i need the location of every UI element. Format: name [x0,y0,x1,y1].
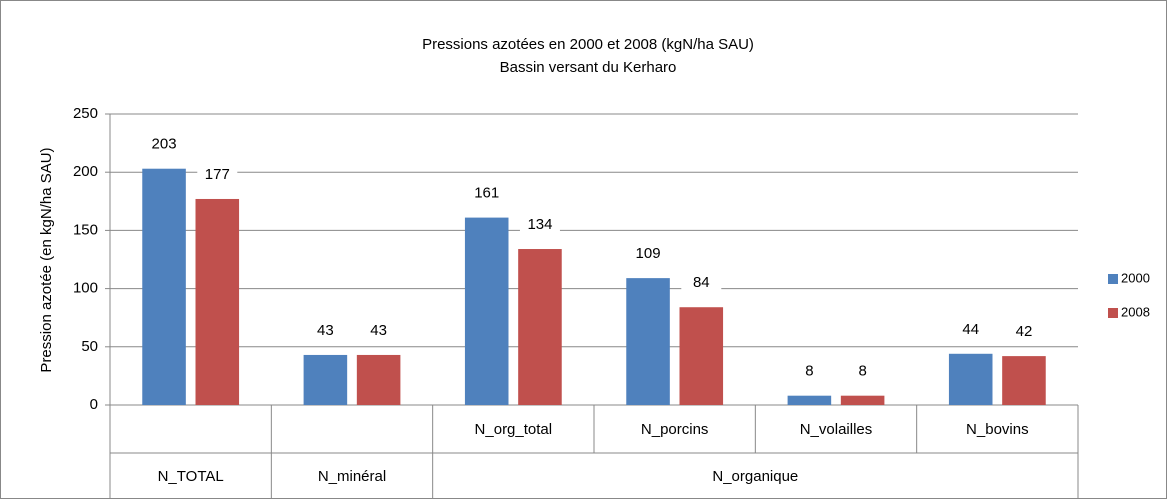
x-tick-label: N_porcins [641,421,709,438]
label-bg [842,361,883,382]
label-bg [681,273,722,294]
x-tick-label: N_TOTAL [158,468,224,485]
y-tick-label: 200 [73,163,98,180]
label-bg [466,183,507,204]
label-bg [789,361,830,382]
data-label: 161 [474,185,499,202]
bar [195,198,240,405]
y-tick-label: 0 [90,396,98,413]
legend-swatch [1108,274,1118,284]
label-bg [519,215,560,236]
chart-subtitle: Bassin versant du Kerharo [500,59,677,76]
bar [1002,356,1046,405]
x-tick-label: N_volailles [800,421,873,438]
x-tick-label: N_minéral [318,468,386,485]
data-label: 203 [152,136,177,153]
bar [356,354,401,405]
bar [142,168,186,405]
legend-label: 2000 [1121,270,1150,285]
bar [840,395,885,405]
label-bg [197,164,238,185]
data-label: 134 [527,216,552,233]
bar [518,249,562,405]
data-label: 109 [636,245,661,262]
chart-title: Pressions azotées en 2000 et 2008 (kgN/h… [422,36,754,53]
label-bg [628,244,669,265]
bar [948,353,993,405]
label-bg [305,320,346,341]
bar [464,217,509,405]
data-label: 43 [370,322,387,339]
x-tick-label: N_bovins [966,421,1029,438]
label-bg [358,320,399,341]
data-label: 84 [693,274,710,291]
label-bg [1003,322,1044,343]
bar [303,354,348,405]
data-label: 177 [205,166,230,183]
y-tick-label: 50 [81,338,98,355]
data-label: 8 [858,363,866,380]
y-axis-label: Pression azotée (en kgN/ha SAU) [38,147,55,372]
bar [787,395,832,405]
legend-swatch [1108,308,1118,318]
data-label: 8 [805,363,813,380]
group-label: N_organique [712,468,798,485]
x-tick-label: N_org_total [475,421,553,438]
y-tick-label: 150 [73,221,98,238]
data-label: 42 [1016,323,1033,340]
data-label: 43 [317,322,334,339]
label-bg [950,319,991,340]
y-tick-label: 250 [73,105,98,122]
y-tick-label: 100 [73,280,98,297]
data-label: 44 [962,321,979,338]
bar [626,278,670,405]
bar [679,307,724,405]
legend-label: 2008 [1121,304,1150,319]
label-bg [144,134,185,155]
